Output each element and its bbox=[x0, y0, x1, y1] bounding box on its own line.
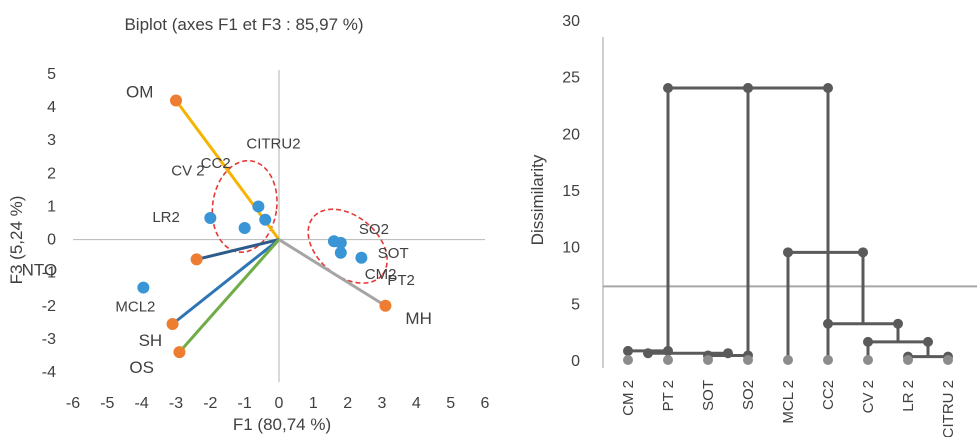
dendrogram-chart: Dissimilarity 0 5 10 15 20 25 30 CM 2 PT 2 SOT SO… bbox=[528, 13, 977, 437]
observation-point-cc2 bbox=[238, 221, 251, 234]
biplot-y-tick-label: 4 bbox=[47, 99, 56, 116]
leaf-point bbox=[783, 355, 793, 365]
leaf-point bbox=[623, 355, 633, 365]
dendrogram-y-tick-label: 5 bbox=[571, 296, 580, 313]
biplot-y-tick-label: 0 bbox=[47, 232, 56, 249]
observation-label: PT2 bbox=[387, 272, 415, 289]
leaf-label: LR 2 bbox=[900, 380, 917, 412]
observation-point-pt2 bbox=[355, 251, 368, 264]
biplot-x-tick-label: -3 bbox=[169, 395, 183, 412]
dendrogram-y-tick-label: 20 bbox=[562, 126, 580, 143]
biplot-y-tick-label: -2 bbox=[42, 298, 56, 315]
observation-point-cv2 bbox=[259, 213, 272, 226]
dendrogram-y-tick-label: 0 bbox=[571, 353, 580, 370]
variable-point-nto bbox=[190, 253, 203, 266]
leaf-label: SOT bbox=[700, 380, 717, 411]
biplot-x-tick-label: 0 bbox=[275, 395, 284, 412]
dendrogram-node bbox=[623, 345, 633, 356]
variable-vector-mh bbox=[278, 238, 387, 308]
dendrogram-y-tick-label: 25 bbox=[562, 70, 580, 87]
biplot-y-tick-label: -4 bbox=[42, 364, 56, 381]
variable-label: MH bbox=[405, 309, 431, 328]
leaf-label: CC2 bbox=[820, 380, 837, 410]
biplot-x-tick-label: 6 bbox=[481, 395, 490, 412]
biplot-title: Biplot (axes F1 et F3 : 85,97 %) bbox=[124, 15, 363, 34]
biplot-x-tick-label: -1 bbox=[238, 395, 252, 412]
biplot-y-tick-label: 5 bbox=[47, 66, 56, 83]
biplot-x-tick-label: 3 bbox=[378, 395, 387, 412]
biplot-x-tick-label: -4 bbox=[135, 395, 149, 412]
leaf-label: SO2 bbox=[740, 380, 757, 410]
leaf-point bbox=[703, 355, 713, 365]
variable-label: OS bbox=[129, 358, 154, 377]
leaf-point bbox=[823, 355, 833, 365]
biplot-y-tick-label: 2 bbox=[47, 165, 56, 182]
variable-vector-sh bbox=[171, 238, 280, 326]
observation-label: MCL2 bbox=[115, 299, 155, 316]
biplot-chart: Biplot (axes F1 et F3 : 85,97 %) F1 (80,… bbox=[7, 15, 490, 434]
biplot-y-axis-label: F3 (5,24 %) bbox=[7, 196, 26, 285]
leaf-label: CITRU 2 bbox=[940, 380, 957, 437]
biplot-y-tick-label: 3 bbox=[47, 132, 56, 149]
cluster-ellipse-left bbox=[211, 159, 278, 254]
biplot-x-tick-label: 1 bbox=[309, 395, 318, 412]
observation-point-lr2 bbox=[204, 212, 217, 225]
biplot-x-tick-label: 2 bbox=[343, 395, 352, 412]
biplot-y-tick-label: -3 bbox=[42, 331, 56, 348]
biplot-y-tick-label: -1 bbox=[42, 265, 56, 282]
variable-point-mh bbox=[379, 299, 392, 312]
biplot-x-tick-label: -2 bbox=[203, 395, 217, 412]
biplot-y-tick-label: 1 bbox=[47, 198, 56, 215]
observation-label: CITRU2 bbox=[246, 135, 300, 152]
observation-label: LR2 bbox=[152, 209, 180, 226]
biplot-x-axis-label: F1 (80,74 %) bbox=[233, 415, 331, 434]
observation-label: CV 2 bbox=[171, 163, 204, 180]
dendrogram-node bbox=[783, 247, 793, 258]
biplot-x-tick-label: 5 bbox=[446, 395, 455, 412]
variable-point-om bbox=[170, 94, 182, 107]
observation-point-cm2 bbox=[334, 246, 347, 259]
observation-label: SOT bbox=[378, 245, 409, 262]
observation-label: CC2 bbox=[201, 155, 231, 172]
variable-label: SH bbox=[139, 331, 163, 350]
dendrogram-node bbox=[893, 318, 903, 329]
biplot-x-tick-label: -6 bbox=[66, 395, 80, 412]
dendrogram-node bbox=[823, 83, 833, 93]
biplot-x-tick-label: -5 bbox=[100, 395, 114, 412]
dendrogram-y-tick-label: 30 bbox=[562, 13, 580, 30]
observation-label: SO2 bbox=[359, 221, 389, 238]
leaf-point bbox=[903, 355, 913, 365]
dendrogram-y-axis-label: Dissimilarity bbox=[528, 154, 547, 245]
variable-point-os bbox=[173, 346, 186, 359]
variable-label: OM bbox=[126, 82, 153, 101]
dendrogram-node bbox=[743, 83, 753, 93]
dendrogram-node bbox=[858, 247, 868, 258]
dendrogram-node bbox=[723, 348, 733, 359]
variable-vector-nto bbox=[196, 238, 280, 261]
observation-label: CM2 bbox=[365, 266, 397, 283]
leaf-point bbox=[743, 355, 753, 365]
dendrogram-y-tick-label: 15 bbox=[562, 183, 580, 200]
biplot-x-tick-label: 4 bbox=[412, 395, 421, 412]
dendrogram-node bbox=[863, 336, 873, 347]
observation-point-sot bbox=[334, 236, 347, 249]
leaf-label: PT 2 bbox=[660, 380, 677, 411]
leaf-point bbox=[863, 355, 873, 365]
variable-label: NTO bbox=[22, 260, 58, 279]
dendrogram-node bbox=[663, 83, 673, 93]
leaf-point bbox=[663, 355, 673, 365]
variable-vector-os bbox=[178, 238, 281, 354]
observation-point-mcl2 bbox=[137, 281, 150, 294]
leaf-label: CM 2 bbox=[620, 380, 637, 416]
dendrogram-y-tick-label: 10 bbox=[562, 240, 580, 257]
leaf-label: MCL 2 bbox=[780, 380, 797, 424]
variable-point-sh bbox=[166, 317, 179, 330]
dendrogram-node bbox=[923, 336, 933, 347]
observation-point-citru2 bbox=[252, 200, 265, 213]
leaf-point bbox=[943, 355, 953, 365]
leaf-label: CV 2 bbox=[860, 380, 877, 413]
dendrogram-node bbox=[643, 348, 653, 359]
